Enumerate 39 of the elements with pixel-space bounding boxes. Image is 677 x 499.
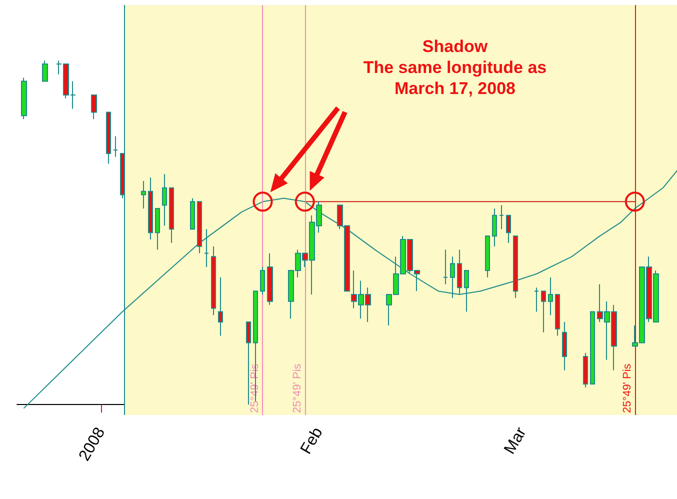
candlestick: [218, 276, 223, 336]
candlestick: [443, 249, 448, 285]
x-tick-label: Mar: [501, 424, 530, 458]
candlestick: [499, 204, 504, 230]
candlestick: [197, 201, 202, 254]
candlestick: [492, 208, 497, 247]
candlestick: [267, 252, 273, 306]
candlestick: [464, 270, 469, 312]
candlestick: [113, 136, 118, 158]
candlestick: [548, 276, 553, 316]
candlestick: [42, 60, 48, 82]
candlestick: [169, 187, 174, 244]
candlestick: [141, 180, 146, 210]
candlestick: [485, 236, 490, 278]
candlestick: [513, 236, 518, 298]
candlestick: [260, 266, 265, 296]
candlestick: [541, 290, 546, 333]
candlestick: [211, 246, 216, 316]
x-tick-label: Feb: [298, 424, 326, 458]
candlestick: [450, 256, 455, 298]
candlestick: [162, 174, 167, 226]
candlestick: [21, 77, 27, 120]
candlestick: [106, 112, 111, 164]
candlestick: [148, 177, 153, 240]
candlestick: [190, 198, 195, 230]
candlestick: [583, 352, 588, 388]
candlestick: [91, 94, 97, 120]
candlestick: [246, 322, 251, 406]
candlestick: [555, 294, 560, 336]
candlestick: [562, 322, 567, 371]
ref-line-label: 25°49' Pis: [621, 363, 634, 413]
ref-line-label: 25°49' Pis: [291, 363, 304, 413]
annotation: Shadow The same longitude as March 17, 2008: [362, 36, 548, 99]
candlestick: [155, 208, 160, 250]
candlestick: [534, 287, 539, 312]
candlestick: [590, 311, 595, 384]
candlestick: [506, 214, 511, 244]
candlestick: [457, 249, 462, 296]
candlestick: [204, 228, 209, 268]
